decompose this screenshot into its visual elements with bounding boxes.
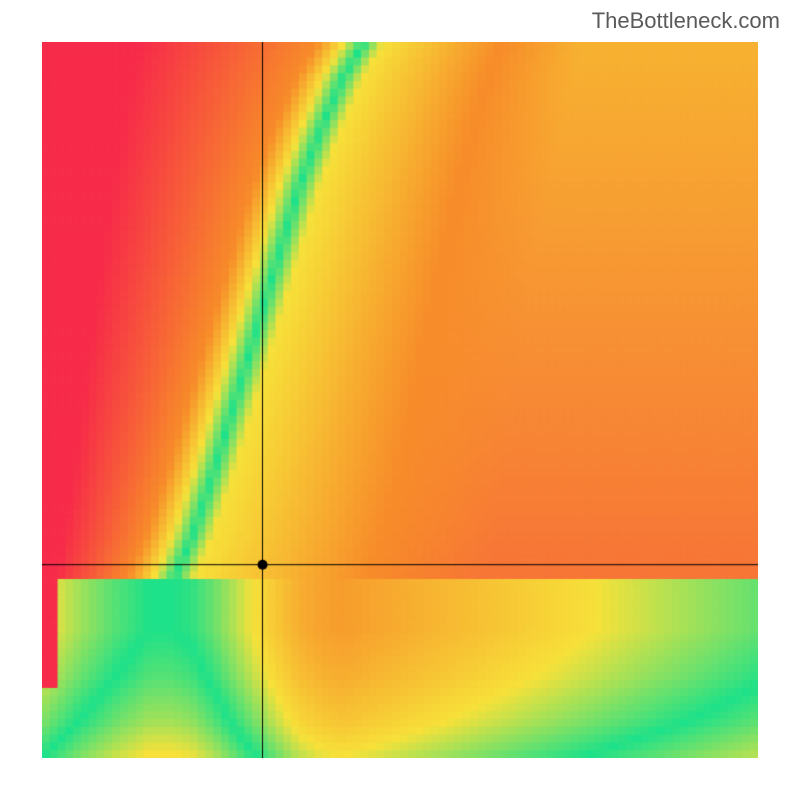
heatmap-canvas bbox=[42, 42, 758, 758]
watermark-text: TheBottleneck.com bbox=[592, 8, 780, 34]
bottleneck-heatmap bbox=[42, 42, 758, 758]
